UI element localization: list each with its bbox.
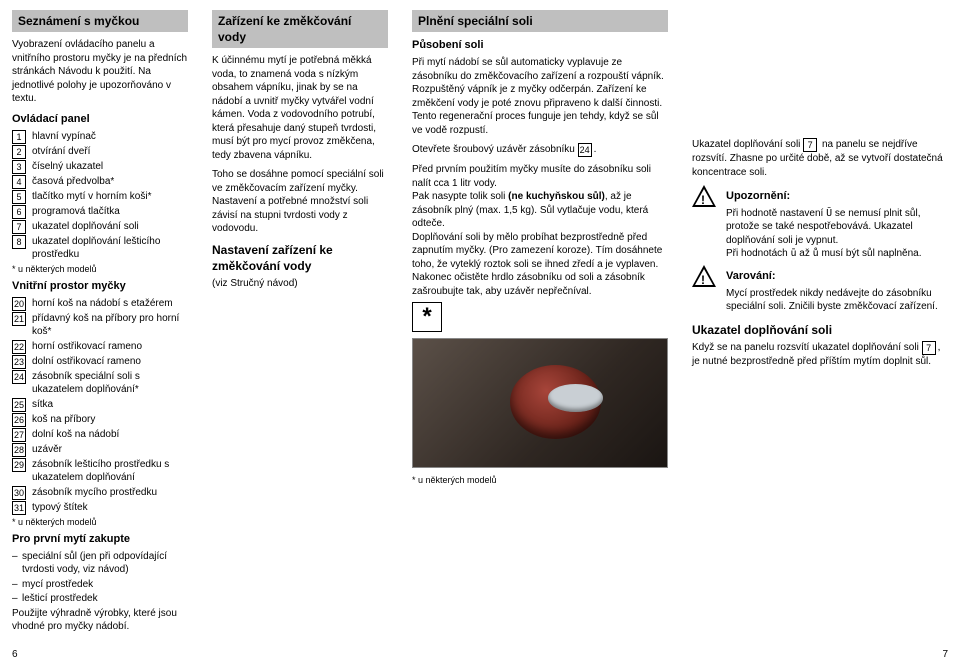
page-number-right: 7 <box>942 648 948 662</box>
numbox: 3 <box>12 160 26 174</box>
text: Při hodnotách <box>726 248 791 259</box>
numbox: 26 <box>12 413 26 427</box>
text: Otevřete šroubový uzávěr zásobníku <box>412 144 578 155</box>
list-item: koš na příbory <box>32 413 188 427</box>
text: . <box>594 144 597 155</box>
para: Toho se dosáhne pomocí speciální soli ve… <box>212 168 388 236</box>
numbox: 2 <box>12 145 26 159</box>
list-item: hlavní vypínač <box>32 130 188 144</box>
list-item: dolní ostřikovací rameno <box>32 355 188 369</box>
para: (viz Stručný návod) <box>212 277 388 291</box>
varovani-head: Varování: <box>726 269 948 284</box>
heading-zmekc: Zařízení ke změkčování vody <box>212 10 388 48</box>
list-item: přídavný koš na příbory pro horní koš* <box>32 312 188 339</box>
heading-plneni: Plnění speciální soli <box>412 10 668 32</box>
text: Když se na panelu rozsvítí ukazatel dopl… <box>692 342 922 353</box>
page-number-left: 6 <box>12 648 18 662</box>
para: Před prvním použitím myčky musíte do zás… <box>412 163 668 190</box>
para: Pak nasypte tolik soli (ne kuchyňskou sů… <box>412 190 668 231</box>
inner-head: Vnitřní prostor myčky <box>12 279 188 294</box>
upozorneni-head: Upozornění: <box>726 189 948 204</box>
first-foot: Použijte výhradně výrobky, které jsou vh… <box>12 607 188 634</box>
para: Když se na panelu rozsvítí ukazatel dopl… <box>692 341 948 369</box>
text: až <box>797 248 813 259</box>
list-item: horní koš na nádobí s etažérem <box>32 297 188 311</box>
list-item: uzávěr <box>32 443 188 457</box>
list-item: typový štítek <box>32 501 188 515</box>
sub-pusobeni: Působení soli <box>412 38 668 53</box>
list-item: sítka <box>32 398 188 412</box>
numbox: 7 <box>12 220 26 234</box>
numbox: 22 <box>12 340 26 354</box>
text-strong: (ne kuchyňskou sůl) <box>508 191 605 202</box>
list-item: tlačítko mytí v horním koši* <box>32 190 188 204</box>
numbox: 7 <box>922 341 936 355</box>
numbox: 28 <box>12 443 26 457</box>
numbox: 4 <box>12 175 26 189</box>
ukazatel-head: Ukazatel doplňování soli <box>692 322 948 338</box>
para: Při hodnotě nastavení Ū se nemusí plnit … <box>726 207 948 248</box>
panel-foot: * u některých modelů <box>12 263 188 275</box>
numbox: 21 <box>12 312 26 326</box>
list-item: časová předvolba* <box>32 175 188 189</box>
list-item: lešticí prostředek <box>22 592 188 606</box>
numbox: 20 <box>12 297 26 311</box>
heading-seznameni: Seznámení s myčkou <box>12 10 188 32</box>
list-item: speciální sůl (jen při odpovídající tvrd… <box>22 550 188 577</box>
inner-list: 20 horní koš na nádobí s etažérem 21 přída… <box>12 297 188 515</box>
text: Při hodnotě nastavení <box>726 208 826 219</box>
numbox: 24 <box>578 143 592 157</box>
para: Ukazatel doplňování soli 7 na panelu se … <box>692 138 948 179</box>
numbox: 25 <box>12 398 26 412</box>
list-item: číselný ukazatel <box>32 160 188 174</box>
para: Mycí prostředek nikdy nedávejte do zásob… <box>726 287 948 314</box>
para: Nakonec očistěte hrdlo zásobníku od soli… <box>412 271 668 298</box>
list-item: ukazatel doplňování lešticího prostředku <box>32 235 188 262</box>
numbox: 1 <box>12 130 26 144</box>
numbox: 23 <box>12 355 26 369</box>
first-head: Pro první mytí zakupte <box>12 532 188 547</box>
numbox: 31 <box>12 501 26 515</box>
para: Rozpuštěný vápník je z myčky odčerpán. Z… <box>412 83 668 110</box>
text: Pak nasypte tolik soli <box>412 191 508 202</box>
panel-list: 1 hlavní vypínač 2 otvírání dveří 3 číselný… <box>12 130 188 262</box>
list-item: dolní koš na nádobí <box>32 428 188 442</box>
numbox: 8 <box>12 235 26 249</box>
para: Při mytí nádobí se sůl automaticky vypla… <box>412 56 668 83</box>
list-item: otvírání dveří <box>32 145 188 159</box>
para: Při hodnotách ū až ů musí být sůl naplně… <box>726 247 948 261</box>
first-list: –speciální sůl (jen při odpovídající tvr… <box>12 550 188 606</box>
list-item: horní ostřikovací rameno <box>32 340 188 354</box>
para: Doplňování soli by mělo probíhat bezpros… <box>412 231 668 272</box>
para: K účinnému mytí je potřebná měkká voda, … <box>212 54 388 162</box>
para: Otevřete šroubový uzávěr zásobníku 24. <box>412 143 668 157</box>
numbox: 6 <box>12 205 26 219</box>
intro-text: Vyobrazení ovládacího panelu a vnitřního… <box>12 38 188 106</box>
list-item: mycí prostředek <box>22 578 188 592</box>
text: Ukazatel doplňování soli <box>692 139 803 150</box>
numbox: 30 <box>12 486 26 500</box>
numbox: 27 <box>12 428 26 442</box>
list-item: zásobník mycího prostředku <box>32 486 188 500</box>
sub-nastaveni: Nastavení zařízení ke změkčování vody <box>212 242 388 274</box>
numbox: 29 <box>12 458 26 472</box>
list-item: zásobník lešticího prostředku s ukazatel… <box>32 458 188 485</box>
photo-salt-reservoir <box>412 338 668 468</box>
text: musí být sůl naplněna. <box>819 248 922 259</box>
asterisk-icon: * <box>412 302 442 332</box>
numbox: 7 <box>803 138 817 152</box>
inner-foot: * u některých modelů <box>12 516 188 528</box>
list-item: programová tlačítka <box>32 205 188 219</box>
panel-head: Ovládací panel <box>12 112 188 127</box>
list-item: zásobník speciální soli s ukazatelem dop… <box>32 370 188 397</box>
warning-triangle-icon: ! <box>692 185 720 211</box>
warning-triangle-icon: ! <box>692 265 720 291</box>
numbox: 24 <box>12 370 26 384</box>
list-item: ukazatel doplňování soli <box>32 220 188 234</box>
para: Tento regenerační proces funguje jen teh… <box>412 110 668 137</box>
photo-foot: * u některých modelů <box>412 474 668 486</box>
numbox: 5 <box>12 190 26 204</box>
